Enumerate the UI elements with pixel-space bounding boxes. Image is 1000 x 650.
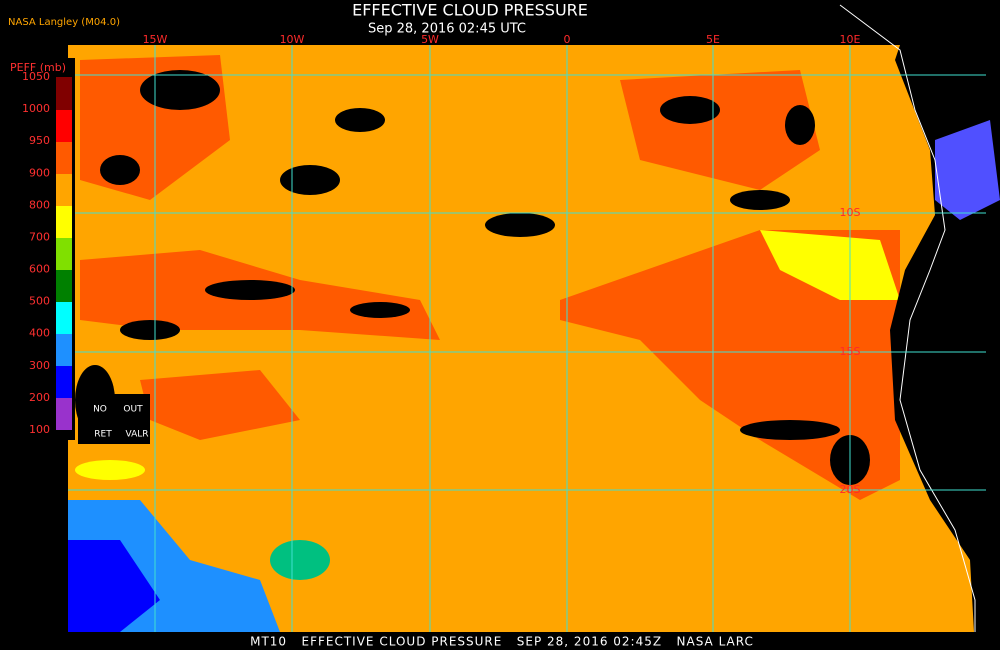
legend-title: PEFF (mb): [10, 61, 66, 74]
legend-notes-box: [78, 394, 150, 444]
swatch: [56, 398, 72, 430]
mid-cloud-region: [270, 540, 330, 580]
legend-note: NO: [93, 405, 107, 415]
latitude-labels: 10S 15S 20S: [840, 206, 861, 496]
legend-level: 600: [29, 263, 50, 276]
swatch: [56, 174, 72, 206]
legend-level: 800: [29, 198, 50, 211]
lon-label: 10W: [280, 33, 305, 46]
legend-level: 1000: [22, 102, 50, 115]
lon-label: 5E: [706, 33, 720, 46]
lon-label: 0: [564, 33, 571, 46]
mid-cloud-region: [75, 460, 145, 480]
swatch: [56, 270, 72, 302]
cloud-field: [68, 4, 1000, 650]
legend-level: 200: [29, 391, 50, 404]
lat-label: 15S: [840, 345, 861, 358]
swatch: [56, 238, 72, 270]
legend-note: OUT: [123, 405, 143, 415]
swatch: [56, 302, 72, 334]
legend-labels: 1050 1000 950 900 800 700 600 500 400 300 200 100: [22, 70, 50, 436]
swatch: [56, 110, 72, 142]
lon-label: 5W: [421, 33, 439, 46]
title: EFFECTIVE CLOUD PRESSURE: [352, 1, 588, 20]
legend-note: VALR: [125, 430, 148, 440]
legend-level: 500: [29, 295, 50, 308]
lat-label: 10S: [840, 206, 861, 219]
swatch: [56, 366, 72, 398]
swatch: [56, 206, 72, 238]
footer-bar: [0, 632, 1000, 650]
coastline: [839, 4, 976, 632]
high-cloud-over-land: [935, 120, 1000, 220]
swatch: [56, 77, 72, 110]
legend-level: 900: [29, 166, 50, 179]
legend: PEFF (mb) 1050 1000 950 900 800 700 600 500 400 3…: [0, 58, 150, 444]
legend-level: 950: [29, 134, 50, 147]
swatch: [56, 142, 72, 174]
source: NASA Langley (M04.0): [8, 17, 120, 28]
footer: MT10 EFFECTIVE CLOUD PRESSURE SEP 28, 20…: [250, 635, 754, 649]
low-cloud-region: [140, 370, 300, 440]
high-cloud-region: [68, 540, 160, 632]
mid-cloud-region: [760, 230, 900, 300]
legend-level: 100: [29, 423, 50, 436]
legend-note: RET: [94, 430, 112, 440]
legend-level: 400: [29, 327, 50, 340]
lat-label: 20S: [840, 483, 861, 496]
legend-level: 1050: [22, 70, 50, 83]
lon-label: 10E: [840, 33, 861, 46]
legend-colorbar: [56, 77, 72, 430]
longitude-labels: 15W 10W 5W 0 5E 10E: [143, 33, 861, 46]
swatch: [56, 334, 72, 366]
lon-label: 15W: [143, 33, 168, 46]
legend-level: 700: [29, 230, 50, 243]
graticule: [68, 45, 986, 632]
legend-level: 300: [29, 359, 50, 372]
subtitle: Sep 28, 2016 02:45 UTC: [368, 22, 526, 37]
